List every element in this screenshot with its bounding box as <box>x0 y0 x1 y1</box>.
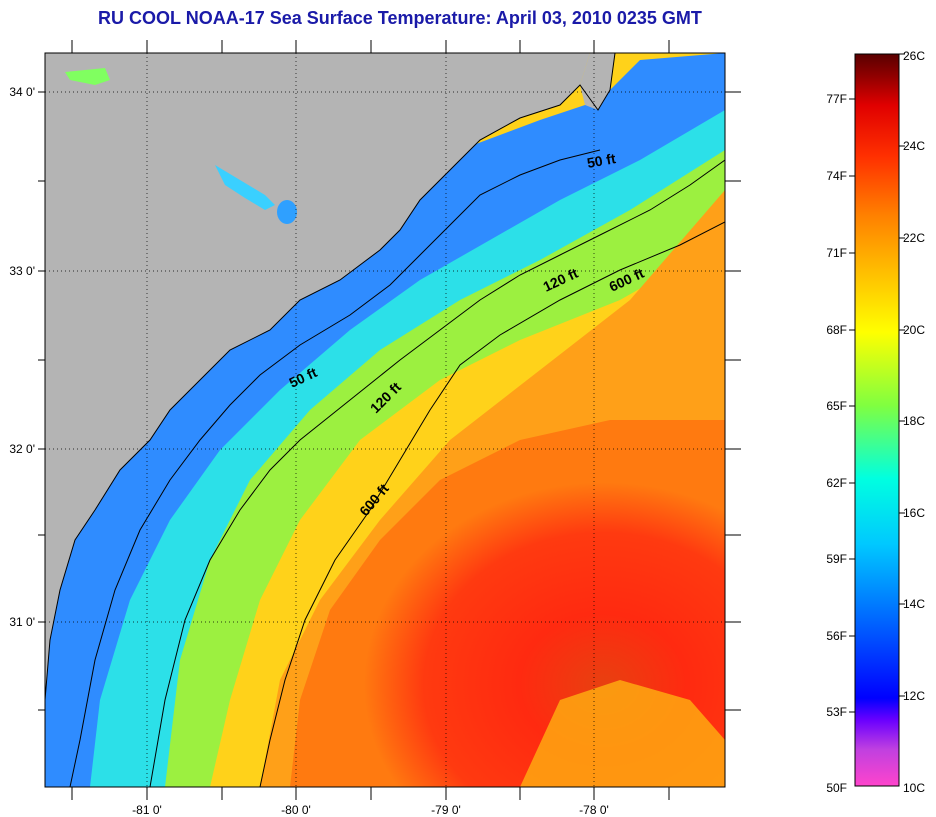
coastline <box>45 53 616 701</box>
colorbar-c-label: 20C <box>903 323 925 337</box>
lat-label: 31 0' <box>9 615 35 629</box>
colorbar-f-label: 62F <box>826 476 847 490</box>
colorbar-c-label: 24C <box>903 139 925 153</box>
contour-120ft <box>149 159 725 787</box>
lon-label: -81 0' <box>132 803 162 817</box>
colorbar-c-label: 26C <box>903 49 925 63</box>
colorbar-f-label: 50F <box>826 781 847 795</box>
lat-label: 34 0' <box>9 85 35 99</box>
colorbar-f-label: 53F <box>826 705 847 719</box>
lon-label: -78 0' <box>579 803 609 817</box>
colorbar-c-label: 14C <box>903 597 925 611</box>
inland-lake-3 <box>65 68 110 85</box>
colorbar-f-label: 71F <box>826 246 847 260</box>
colorbar: 77F 74F 71F 68F 65F 62F 59F 56F 53F 50F … <box>826 49 925 795</box>
colorbar-c-label: 22C <box>903 231 925 245</box>
colorbar-c-label: 12C <box>903 689 925 703</box>
colorbar-f-label: 59F <box>826 552 847 566</box>
lon-label: -79 0' <box>431 803 461 817</box>
colorbar-c-label: 10C <box>903 781 925 795</box>
lon-label: -80 0' <box>281 803 311 817</box>
contour-50ft <box>69 149 601 787</box>
contour-600ft <box>259 221 725 787</box>
land-mass <box>45 53 590 700</box>
colorbar-gradient <box>854 53 900 787</box>
contour-label-50ft-north: 50 ft <box>586 150 617 171</box>
colorbar-f-label: 56F <box>826 629 847 643</box>
colorbar-c-label: 16C <box>903 506 925 520</box>
colorbar-f-label: 65F <box>826 399 847 413</box>
colorbar-f-label: 77F <box>826 92 847 106</box>
colorbar-c-label: 18C <box>903 414 925 428</box>
map-panel <box>45 53 725 787</box>
colorbar-f-label: 74F <box>826 169 847 183</box>
axis-ticks <box>38 40 741 800</box>
warm-eddy <box>520 680 725 787</box>
map-frame <box>44 52 726 788</box>
inland-lake-2 <box>277 200 297 224</box>
lat-label: 33 0' <box>9 264 35 278</box>
colorbar-ticks <box>849 53 905 713</box>
map-title: RU COOL NOAA-17 Sea Surface Temperature:… <box>98 8 702 28</box>
lat-lon-grid <box>45 53 725 787</box>
lat-label: 32 0' <box>9 442 35 456</box>
inland-lake <box>215 165 275 210</box>
coastal-cool-water <box>45 53 725 787</box>
colorbar-f-label: 68F <box>826 323 847 337</box>
shelf-cyan-band <box>45 53 725 787</box>
